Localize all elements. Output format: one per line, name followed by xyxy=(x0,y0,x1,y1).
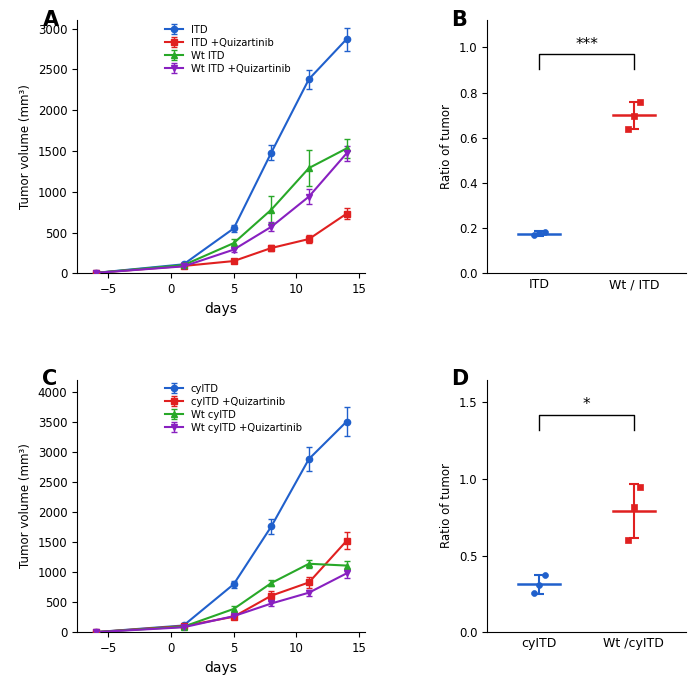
Point xyxy=(539,569,550,580)
Point xyxy=(622,123,634,134)
Point xyxy=(533,579,545,590)
Point xyxy=(634,97,645,107)
Point xyxy=(634,481,645,492)
Point xyxy=(629,501,640,512)
Text: A: A xyxy=(43,10,59,31)
Point xyxy=(622,535,634,546)
Y-axis label: Tumor volume (mm³): Tumor volume (mm³) xyxy=(19,443,32,568)
Text: D: D xyxy=(452,369,468,390)
X-axis label: days: days xyxy=(204,301,237,316)
Text: *: * xyxy=(583,397,590,412)
Y-axis label: Tumor volume (mm³): Tumor volume (mm³) xyxy=(19,84,32,209)
Legend: cyITD, cyITD +Quizartinib, Wt cyITD, Wt cyITD +Quizartinib: cyITD, cyITD +Quizartinib, Wt cyITD, Wt … xyxy=(162,382,304,435)
Text: ***: *** xyxy=(575,37,598,52)
Text: B: B xyxy=(452,10,467,31)
Legend: ITD, ITD +Quizartinib, Wt ITD, Wt ITD +Quizartinib: ITD, ITD +Quizartinib, Wt ITD, Wt ITD +Q… xyxy=(162,23,293,76)
Point xyxy=(629,111,640,122)
X-axis label: days: days xyxy=(204,661,237,675)
Point xyxy=(528,588,539,599)
Point xyxy=(539,226,550,237)
Y-axis label: Ratio of tumor: Ratio of tumor xyxy=(440,464,453,549)
Y-axis label: Ratio of tumor: Ratio of tumor xyxy=(440,104,453,189)
Point xyxy=(528,229,539,240)
Point xyxy=(533,228,545,239)
Text: C: C xyxy=(43,369,57,390)
